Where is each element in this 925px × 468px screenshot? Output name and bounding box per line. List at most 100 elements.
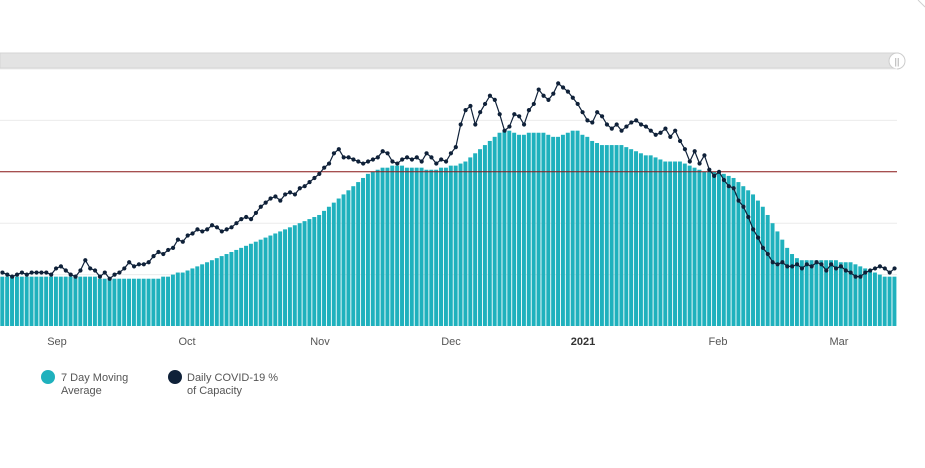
daily-capacity-point[interactable] — [638, 122, 644, 127]
daily-capacity-point[interactable] — [244, 214, 249, 220]
daily-capacity-point[interactable] — [92, 268, 98, 273]
daily-capacity-point[interactable] — [443, 159, 449, 164]
moving-average-bar[interactable] — [248, 243, 253, 326]
range-scrollbar[interactable]: || — [0, 52, 906, 70]
daily-capacity-point[interactable] — [112, 272, 117, 277]
daily-capacity-point[interactable] — [580, 110, 585, 115]
daily-capacity-point[interactable] — [507, 124, 512, 129]
moving-average-bar[interactable] — [292, 225, 297, 326]
daily-capacity-point[interactable] — [517, 114, 522, 119]
moving-average-bar[interactable] — [619, 145, 624, 326]
moving-average-bar[interactable] — [185, 270, 190, 326]
moving-average-bar[interactable] — [244, 245, 249, 326]
moving-average-bar[interactable] — [604, 145, 609, 326]
daily-capacity-point[interactable] — [224, 227, 229, 232]
moving-average-bar[interactable] — [34, 276, 39, 326]
moving-average-bar[interactable] — [283, 229, 288, 326]
daily-capacity-point[interactable] — [39, 270, 44, 275]
moving-average-bar[interactable] — [5, 276, 10, 326]
moving-average-bar[interactable] — [307, 219, 312, 326]
daily-capacity-point[interactable] — [97, 274, 103, 279]
moving-average-bar[interactable] — [872, 272, 877, 326]
moving-average-bar[interactable] — [73, 276, 78, 326]
moving-average-bar[interactable] — [122, 278, 127, 326]
daily-capacity-point[interactable] — [302, 184, 307, 189]
daily-capacity-point[interactable] — [614, 122, 619, 127]
daily-capacity-point[interactable] — [424, 151, 429, 156]
daily-capacity-point[interactable] — [63, 268, 68, 273]
moving-average-bar[interactable] — [570, 130, 575, 326]
moving-average-bar[interactable] — [253, 241, 258, 326]
moving-average-bar[interactable] — [580, 134, 585, 326]
moving-average-bar[interactable] — [736, 182, 741, 326]
daily-capacity-point[interactable] — [5, 272, 10, 277]
moving-average-bar[interactable] — [546, 134, 551, 326]
daily-capacity-point[interactable] — [877, 264, 883, 269]
daily-capacity-point[interactable] — [117, 270, 122, 275]
daily-capacity-point[interactable] — [541, 93, 546, 98]
daily-capacity-point[interactable] — [590, 120, 595, 125]
moving-average-bar[interactable] — [882, 276, 887, 326]
moving-average-bar[interactable] — [468, 157, 473, 326]
moving-average-bar[interactable] — [751, 194, 756, 326]
daily-capacity-point[interactable] — [863, 270, 868, 275]
moving-average-bar[interactable] — [712, 171, 717, 326]
moving-average-bar[interactable] — [224, 254, 229, 326]
daily-capacity-point[interactable] — [195, 227, 200, 232]
moving-average-bar[interactable] — [877, 274, 882, 326]
moving-average-bar[interactable] — [356, 182, 361, 326]
moving-average-bar[interactable] — [404, 167, 409, 326]
moving-average-bar[interactable] — [136, 278, 141, 326]
moving-average-bar[interactable] — [97, 278, 102, 326]
daily-capacity-point[interactable] — [609, 126, 614, 131]
daily-capacity-point[interactable] — [351, 157, 356, 162]
daily-capacity-point[interactable] — [395, 161, 400, 166]
moving-average-bar[interactable] — [673, 161, 678, 326]
daily-capacity-point[interactable] — [526, 108, 532, 113]
daily-capacity-point[interactable] — [595, 110, 600, 115]
moving-average-bar[interactable] — [112, 278, 117, 326]
moving-average-bar[interactable] — [521, 134, 526, 326]
daily-capacity-point[interactable] — [136, 262, 142, 267]
daily-capacity-point[interactable] — [819, 262, 824, 267]
daily-capacity-point[interactable] — [380, 149, 385, 154]
moving-average-bar[interactable] — [565, 132, 570, 326]
moving-average-bar[interactable] — [829, 260, 834, 326]
daily-capacity-point[interactable] — [73, 274, 78, 279]
daily-capacity-point[interactable] — [658, 130, 663, 135]
moving-average-bar[interactable] — [804, 260, 809, 326]
daily-capacity-point[interactable] — [565, 89, 571, 94]
moving-average-bar[interactable] — [156, 278, 161, 326]
moving-average-bar[interactable] — [838, 262, 843, 326]
daily-capacity-point[interactable] — [790, 264, 795, 269]
daily-capacity-point[interactable] — [570, 95, 575, 100]
moving-average-bar[interactable] — [790, 254, 795, 326]
moving-average-bar[interactable] — [575, 130, 580, 326]
daily-capacity-point[interactable] — [127, 260, 132, 265]
daily-capacity-point[interactable] — [404, 155, 410, 160]
daily-capacity-point[interactable] — [107, 276, 112, 281]
daily-capacity-point[interactable] — [692, 149, 697, 154]
daily-capacity-point[interactable] — [336, 147, 341, 152]
daily-capacity-point[interactable] — [463, 108, 468, 113]
daily-capacity-point[interactable] — [663, 126, 668, 131]
moving-average-bar[interactable] — [892, 276, 897, 326]
moving-average-bar[interactable] — [833, 260, 838, 326]
moving-average-bar[interactable] — [83, 276, 88, 326]
moving-average-bar[interactable] — [541, 132, 546, 326]
moving-average-bar[interactable] — [687, 165, 692, 326]
moving-average-bar[interactable] — [92, 276, 97, 326]
moving-average-bar[interactable] — [824, 260, 829, 326]
moving-average-bar[interactable] — [858, 266, 863, 326]
moving-average-bar[interactable] — [351, 186, 356, 326]
daily-capacity-point[interactable] — [180, 239, 185, 244]
daily-capacity-point[interactable] — [49, 272, 54, 277]
daily-capacity-point[interactable] — [214, 225, 220, 230]
daily-capacity-point[interactable] — [833, 266, 839, 271]
daily-capacity-point[interactable] — [634, 118, 639, 123]
daily-capacity-point[interactable] — [668, 134, 673, 139]
daily-capacity-point[interactable] — [512, 112, 517, 117]
daily-capacity-point[interactable] — [14, 272, 20, 277]
daily-capacity-point[interactable] — [166, 247, 171, 253]
moving-average-bar[interactable] — [439, 167, 444, 326]
